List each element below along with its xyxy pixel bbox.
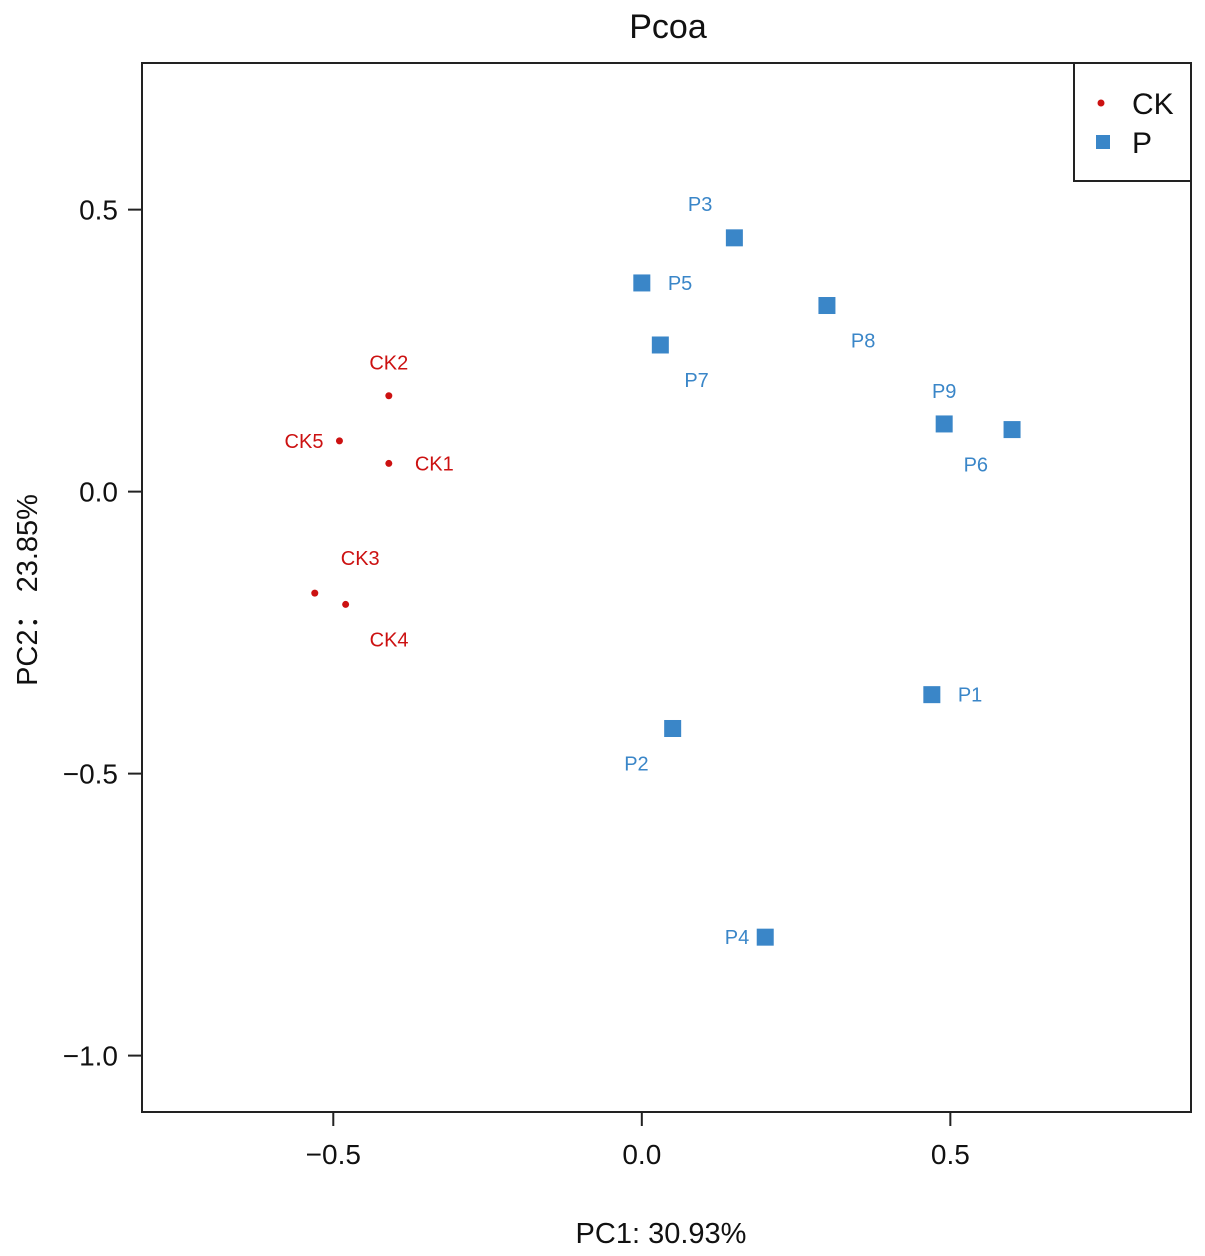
- x-axis-title: PC1: 30.93%: [576, 1218, 747, 1250]
- x-axis: −0.5 0.0 0.5: [306, 1112, 970, 1170]
- point-label-p2: P2: [624, 753, 648, 775]
- x-tick-label: 0.5: [931, 1139, 970, 1170]
- chart-title: Pcoa: [629, 8, 707, 46]
- point-label-ck2: CK2: [369, 353, 408, 375]
- point-label-ck5: CK5: [285, 431, 324, 453]
- point-label-ck4: CK4: [370, 629, 409, 651]
- point-label-p3: P3: [688, 194, 712, 216]
- y-axis: 0.5 0.0 −0.5 −1.0: [63, 195, 142, 1072]
- legend-ck-marker-icon: [1097, 99, 1105, 107]
- point-ck4: [342, 600, 350, 608]
- point-ck2: [385, 392, 393, 400]
- point-p8: [818, 297, 836, 315]
- point-label-p5: P5: [668, 273, 692, 295]
- point-label-p7: P7: [684, 370, 708, 392]
- point-p7: [651, 336, 669, 354]
- point-label-p6: P6: [964, 455, 988, 477]
- y-tick-label: −0.5: [63, 759, 118, 790]
- y-tick-label: 0.0: [79, 477, 118, 508]
- point-p4: [756, 928, 774, 946]
- x-tick-label: 0.0: [622, 1139, 661, 1170]
- point-label-p8: P8: [851, 331, 875, 353]
- point-p3: [725, 229, 743, 247]
- series-p: P1 P2 P3 P4 P5 P6 P7 P8 P9: [624, 194, 1021, 949]
- legend-box: [1073, 62, 1192, 182]
- plot-area: [141, 62, 1192, 1113]
- point-p9: [935, 415, 953, 433]
- point-ck1: [385, 459, 393, 467]
- point-p6: [1003, 421, 1021, 439]
- point-ck3: [311, 589, 319, 597]
- legend-ck-label: CK: [1132, 88, 1174, 121]
- point-label-p1: P1: [958, 685, 982, 707]
- y-axis-title: PC2： 23.85%: [12, 494, 44, 686]
- legend: CK P: [1073, 62, 1192, 182]
- points-layer: CK1 CK2 CK3 CK4 CK5 P1 P2 P3 P4 P5 P6 P7 P8 P9: [285, 194, 1021, 949]
- series-ck: CK1 CK2 CK3 CK4 CK5: [285, 353, 454, 652]
- point-label-p4: P4: [725, 927, 749, 949]
- legend-p-label: P: [1132, 127, 1152, 160]
- point-p5: [633, 274, 651, 292]
- x-tick-label: −0.5: [306, 1139, 361, 1170]
- legend-p-marker-icon: [1096, 135, 1110, 149]
- point-label-ck3: CK3: [341, 548, 380, 570]
- point-p1: [923, 686, 941, 704]
- point-label-ck1: CK1: [415, 453, 454, 475]
- point-label-p9: P9: [932, 381, 956, 403]
- point-p2: [664, 719, 682, 737]
- y-tick-label: 0.5: [79, 195, 118, 226]
- point-ck5: [335, 437, 343, 445]
- plot-frame: [141, 62, 1192, 1113]
- y-tick-label: −1.0: [63, 1041, 118, 1072]
